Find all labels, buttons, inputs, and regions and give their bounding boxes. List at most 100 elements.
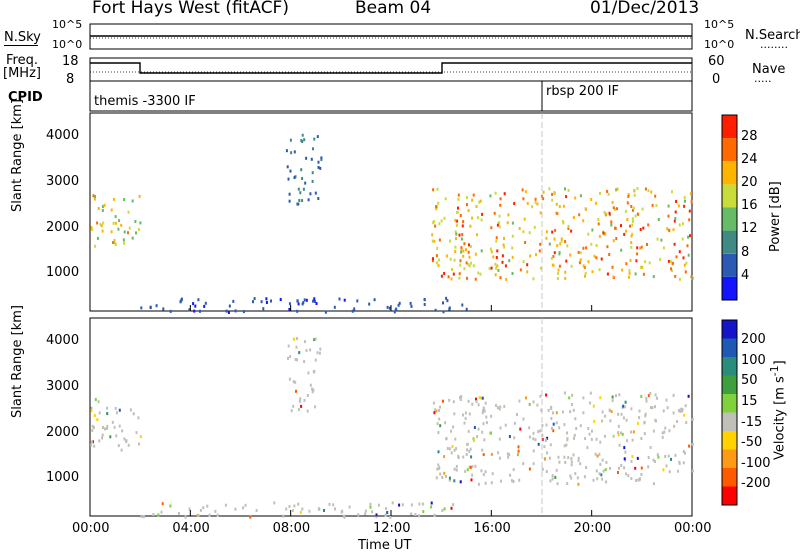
echo-mark [456,219,459,223]
echo-mark [545,236,548,240]
echo-mark [467,429,470,433]
echo-mark [228,304,231,308]
echo-mark [618,393,621,397]
echo-mark [114,242,117,246]
echo-mark [645,397,648,400]
echo-mark [506,221,509,225]
echo-mark [542,190,545,194]
echo-mark [684,199,686,203]
echo-mark [600,257,603,261]
echo-mark [534,438,537,442]
echo-mark [665,464,668,468]
echo-mark [338,297,341,301]
echo-mark [295,345,298,349]
echo-mark [685,261,688,265]
echo-mark [506,452,509,456]
echo-mark [433,513,436,517]
echo-mark [572,453,575,457]
echo-mark [301,199,304,203]
echo-mark [682,450,685,454]
echo-mark [471,402,474,406]
echo-mark [626,439,629,443]
echo-mark [690,275,693,279]
echo-mark [398,301,401,305]
echo-mark [480,218,483,222]
echo-mark [102,426,104,429]
echo-mark [680,407,683,411]
echo-mark [524,241,527,244]
echo-mark [449,257,452,261]
echo-mark [463,421,466,425]
colorbar-segment [722,276,737,300]
echo-mark [453,258,456,262]
echo-mark [474,252,477,256]
echo-mark [671,261,674,265]
echo-mark [554,228,557,232]
echo-mark [495,236,498,240]
echo-mark [564,276,567,280]
echo-mark [476,216,479,220]
echo-mark [121,429,124,433]
echo-mark [638,478,641,482]
echo-mark [282,514,285,518]
echo-mark [616,187,619,191]
echo-mark [375,515,378,519]
echo-mark [556,244,559,248]
echo-mark [292,380,295,384]
echo-mark [617,433,620,437]
echo-mark [598,452,601,456]
echo-mark [197,513,200,517]
echo-mark [600,473,603,477]
echo-mark [638,409,641,413]
echo-mark [519,268,522,272]
echo-mark [555,411,558,415]
echo-mark [495,403,497,407]
echo-mark [597,218,600,221]
echo-mark [101,205,104,209]
echo-mark [114,406,117,410]
echo-mark [93,414,96,417]
echo-mark [438,222,441,226]
echo-mark [564,187,566,191]
echo-mark [484,481,487,485]
echo-mark [566,431,568,435]
echo-mark [523,217,526,221]
echo-mark [646,243,648,246]
echo-mark [300,404,303,408]
echo-mark [448,398,451,402]
echo-mark [636,187,639,191]
echo-mark [137,416,140,420]
echo-mark [494,262,497,266]
echo-mark [552,255,555,258]
echo-mark [453,479,456,483]
echo-mark [617,431,620,435]
echo-mark [577,456,580,460]
echo-mark [118,408,121,412]
echo-mark [483,438,486,442]
echo-mark [401,503,404,507]
echo-mark [626,218,629,221]
echo-mark [554,475,557,479]
echo-mark [441,509,444,512]
echo-mark [595,437,598,441]
echo-mark [332,503,335,507]
echo-mark [519,427,522,431]
echo-mark [206,504,209,508]
colorbar-tick-label: 12 [741,221,758,237]
echo-mark [127,210,130,214]
echo-mark [550,417,553,420]
echo-mark [319,347,322,351]
echo-mark [90,406,93,410]
echo-mark [448,447,451,451]
echo-mark [484,401,487,405]
echo-mark [528,467,531,471]
echo-mark [443,471,446,475]
echo-mark [397,303,400,307]
echo-mark [232,299,235,303]
echo-mark [582,246,585,250]
echo-mark [369,502,372,506]
echo-mark [558,460,561,464]
echo-mark [590,437,593,441]
echo-mark [667,454,670,458]
echo-mark [551,198,554,202]
